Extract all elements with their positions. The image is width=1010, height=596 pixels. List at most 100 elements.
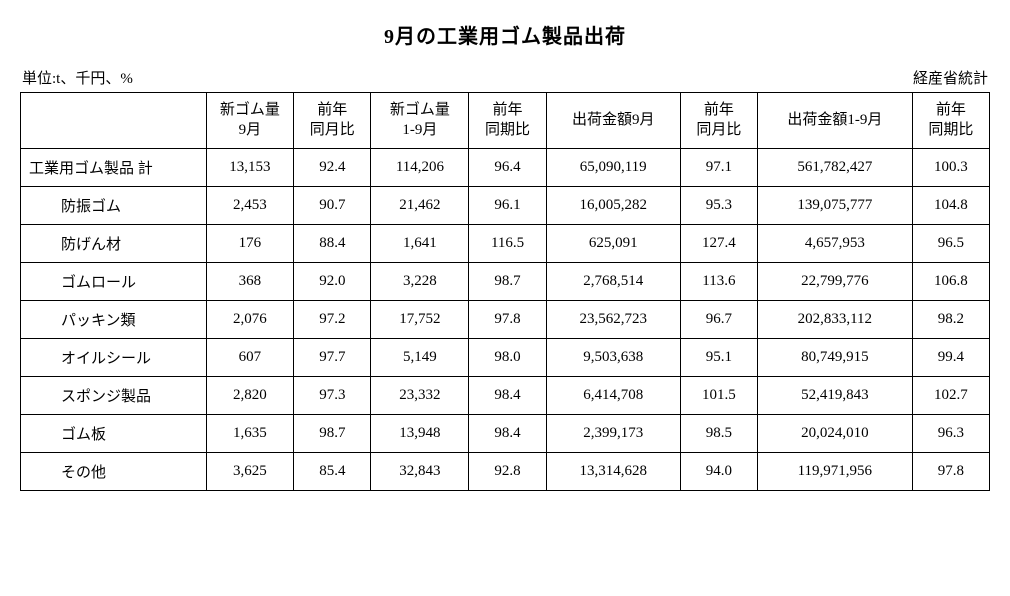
- cell: 97.3: [294, 377, 371, 415]
- table-row: 工業用ゴム製品 計13,15392.4114,20696.465,090,119…: [21, 149, 990, 187]
- table-row: オイルシール60797.75,14998.09,503,63895.180,74…: [21, 339, 990, 377]
- cell: 100.3: [912, 149, 989, 187]
- table-row: その他3,62585.432,84392.813,314,62894.0119,…: [21, 453, 990, 491]
- row-label: スポンジ製品: [21, 377, 207, 415]
- cell: 92.4: [294, 149, 371, 187]
- cell: 22,799,776: [758, 263, 913, 301]
- cell: 20,024,010: [758, 415, 913, 453]
- table-header-row: 新ゴム量9月 前年同月比 新ゴム量1-9月 前年同期比 出荷金額9月 前年同月比…: [21, 93, 990, 149]
- cell: 96.5: [912, 225, 989, 263]
- page-title: 9月の工業用ゴム製品出荷: [20, 20, 990, 49]
- cell: 5,149: [371, 339, 469, 377]
- cell: 97.7: [294, 339, 371, 377]
- row-label: 防振ゴム: [21, 187, 207, 225]
- cell: 98.7: [469, 263, 546, 301]
- cell: 92.8: [469, 453, 546, 491]
- cell: 92.0: [294, 263, 371, 301]
- col-header: [21, 93, 207, 149]
- cell: 80,749,915: [758, 339, 913, 377]
- cell: 13,948: [371, 415, 469, 453]
- cell: 139,075,777: [758, 187, 913, 225]
- cell: 96.4: [469, 149, 546, 187]
- cell: 96.3: [912, 415, 989, 453]
- cell: 23,332: [371, 377, 469, 415]
- cell: 98.7: [294, 415, 371, 453]
- cell: 95.3: [680, 187, 757, 225]
- cell: 101.5: [680, 377, 757, 415]
- cell: 113.6: [680, 263, 757, 301]
- col-header: 前年同期比: [912, 93, 989, 149]
- cell: 13,314,628: [546, 453, 680, 491]
- cell: 102.7: [912, 377, 989, 415]
- cell: 625,091: [546, 225, 680, 263]
- cell: 2,399,173: [546, 415, 680, 453]
- col-header: 出荷金額9月: [546, 93, 680, 149]
- col-header: 前年同期比: [469, 93, 546, 149]
- cell: 97.2: [294, 301, 371, 339]
- col-header: 新ゴム量9月: [206, 93, 294, 149]
- row-label: パッキン類: [21, 301, 207, 339]
- cell: 98.0: [469, 339, 546, 377]
- row-label: ゴムロール: [21, 263, 207, 301]
- cell: 176: [206, 225, 294, 263]
- cell: 127.4: [680, 225, 757, 263]
- cell: 1,641: [371, 225, 469, 263]
- cell: 17,752: [371, 301, 469, 339]
- cell: 65,090,119: [546, 149, 680, 187]
- cell: 4,657,953: [758, 225, 913, 263]
- cell: 13,153: [206, 149, 294, 187]
- cell: 368: [206, 263, 294, 301]
- cell: 99.4: [912, 339, 989, 377]
- col-header: 前年同月比: [294, 93, 371, 149]
- table-row: ゴム板1,63598.713,94898.42,399,17398.520,02…: [21, 415, 990, 453]
- cell: 52,419,843: [758, 377, 913, 415]
- data-table: 新ゴム量9月 前年同月比 新ゴム量1-9月 前年同期比 出荷金額9月 前年同月比…: [20, 92, 990, 491]
- cell: 96.7: [680, 301, 757, 339]
- unit-label: 単位:t、千円、%: [22, 67, 133, 88]
- cell: 114,206: [371, 149, 469, 187]
- table-row: 防振ゴム2,45390.721,46296.116,005,28295.3139…: [21, 187, 990, 225]
- cell: 98.4: [469, 377, 546, 415]
- cell: 3,625: [206, 453, 294, 491]
- cell: 95.1: [680, 339, 757, 377]
- col-header: 新ゴム量1-9月: [371, 93, 469, 149]
- cell: 32,843: [371, 453, 469, 491]
- meta-row: 単位:t、千円、% 経産省統計: [20, 67, 990, 88]
- cell: 23,562,723: [546, 301, 680, 339]
- row-label: その他: [21, 453, 207, 491]
- cell: 88.4: [294, 225, 371, 263]
- table-row: スポンジ製品2,82097.323,33298.46,414,708101.55…: [21, 377, 990, 415]
- cell: 97.8: [912, 453, 989, 491]
- cell: 6,414,708: [546, 377, 680, 415]
- table-row: パッキン類2,07697.217,75297.823,562,72396.720…: [21, 301, 990, 339]
- cell: 96.1: [469, 187, 546, 225]
- cell: 607: [206, 339, 294, 377]
- cell: 97.8: [469, 301, 546, 339]
- col-header: 前年同月比: [680, 93, 757, 149]
- cell: 2,076: [206, 301, 294, 339]
- table-row: 防げん材17688.41,641116.5625,091127.44,657,9…: [21, 225, 990, 263]
- cell: 9,503,638: [546, 339, 680, 377]
- row-label: オイルシール: [21, 339, 207, 377]
- table-row: ゴムロール36892.03,22898.72,768,514113.622,79…: [21, 263, 990, 301]
- cell: 1,635: [206, 415, 294, 453]
- cell: 94.0: [680, 453, 757, 491]
- cell: 2,820: [206, 377, 294, 415]
- cell: 561,782,427: [758, 149, 913, 187]
- cell: 97.1: [680, 149, 757, 187]
- table-body: 工業用ゴム製品 計13,15392.4114,20696.465,090,119…: [21, 149, 990, 491]
- cell: 3,228: [371, 263, 469, 301]
- cell: 98.4: [469, 415, 546, 453]
- cell: 202,833,112: [758, 301, 913, 339]
- cell: 90.7: [294, 187, 371, 225]
- source-label: 経産省統計: [913, 67, 988, 88]
- cell: 2,453: [206, 187, 294, 225]
- cell: 16,005,282: [546, 187, 680, 225]
- cell: 98.5: [680, 415, 757, 453]
- cell: 104.8: [912, 187, 989, 225]
- cell: 21,462: [371, 187, 469, 225]
- cell: 85.4: [294, 453, 371, 491]
- cell: 2,768,514: [546, 263, 680, 301]
- row-label: 防げん材: [21, 225, 207, 263]
- cell: 116.5: [469, 225, 546, 263]
